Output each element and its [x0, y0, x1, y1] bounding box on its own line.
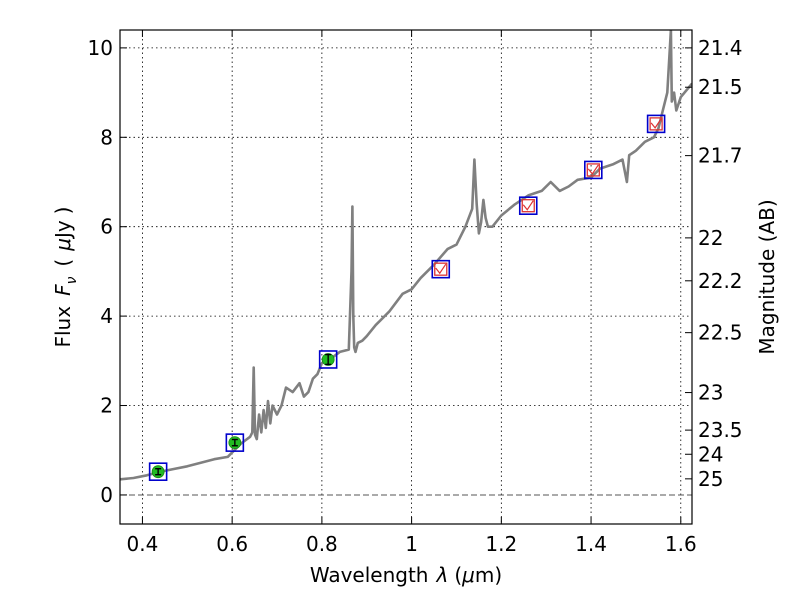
upper-limit-arrow: [650, 118, 662, 129]
x-axis-label-word: Wavelength: [310, 563, 429, 587]
x-axis-label-mu: μ: [461, 563, 475, 587]
y-axis-label-close: ): [51, 206, 75, 214]
y-axis-label-open: (: [51, 259, 75, 267]
data-layer: [120, 30, 692, 481]
marker-layer: [148, 114, 666, 481]
y-axis-label-subscript: ν: [64, 276, 80, 284]
right-tick-label: 21.5: [698, 75, 743, 99]
y-tick-label: 2: [100, 394, 113, 418]
x-axis-label-unit: m): [475, 563, 502, 587]
x-tick-label: 1.2: [485, 532, 517, 556]
x-tick-label: 1: [405, 532, 418, 556]
right-tick-label: 21.7: [698, 144, 743, 168]
model-flux-box: [518, 196, 538, 215]
y-axis-label-unit: Jy: [51, 220, 75, 240]
x-tick-label: 0.6: [216, 532, 248, 556]
y-tick-label: 4: [100, 304, 113, 328]
upper-limit-arrow: [435, 263, 447, 275]
upper-limit-marker: [434, 262, 448, 276]
right-tick-label: 24: [698, 442, 723, 466]
y-axis-label: Flux Fν ( μJy): [51, 206, 80, 347]
right-tick-label: 25: [698, 467, 723, 491]
upper-limit-marker: [586, 163, 600, 177]
y-axis-label-word: Flux: [51, 306, 75, 348]
y-axis-label-symbol: F: [51, 284, 75, 296]
plot-frame: [119, 29, 693, 525]
y-axis-label-mu: μ: [51, 238, 75, 252]
right-tick-label: 23: [698, 381, 723, 405]
x-axis-label-open: (: [454, 563, 462, 587]
x-tick-label: 0.8: [306, 532, 338, 556]
y-tick-label: 8: [100, 125, 113, 149]
grid-layer: [120, 30, 692, 524]
upper-limit-arrow: [522, 200, 534, 211]
upper-limit-arrow: [587, 164, 599, 175]
model-flux-box: [646, 114, 666, 134]
right-axis-label: Magnitude (AB): [755, 199, 779, 354]
right-tick-label: 21.4: [698, 36, 743, 60]
x-axis-label: Wavelength λ (μm): [310, 563, 502, 587]
model-flux-box: [148, 462, 168, 481]
y-tick-label: 10: [88, 36, 113, 60]
model-flux-box: [584, 160, 603, 180]
x-tick-label: 0.4: [127, 532, 159, 556]
right-tick-label: 22: [698, 226, 723, 250]
model-flux-box: [431, 259, 451, 279]
right-tick-label: 22.2: [698, 269, 743, 293]
x-tick-label: 1.6: [665, 532, 697, 556]
upper-limit-marker: [521, 199, 535, 213]
x-tick-label: 1.4: [575, 532, 607, 556]
model-flux-box: [225, 433, 245, 452]
y-tick-label: 0: [100, 483, 113, 507]
spectrum-line: [120, 30, 692, 481]
right-tick-label: 22.5: [698, 321, 743, 345]
x-axis-label-symbol: λ: [435, 563, 448, 587]
model-flux-box: [318, 350, 338, 369]
y-tick-label: 6: [100, 215, 113, 239]
right-tick-label: 23.5: [698, 418, 743, 442]
upper-limit-marker: [649, 117, 663, 131]
